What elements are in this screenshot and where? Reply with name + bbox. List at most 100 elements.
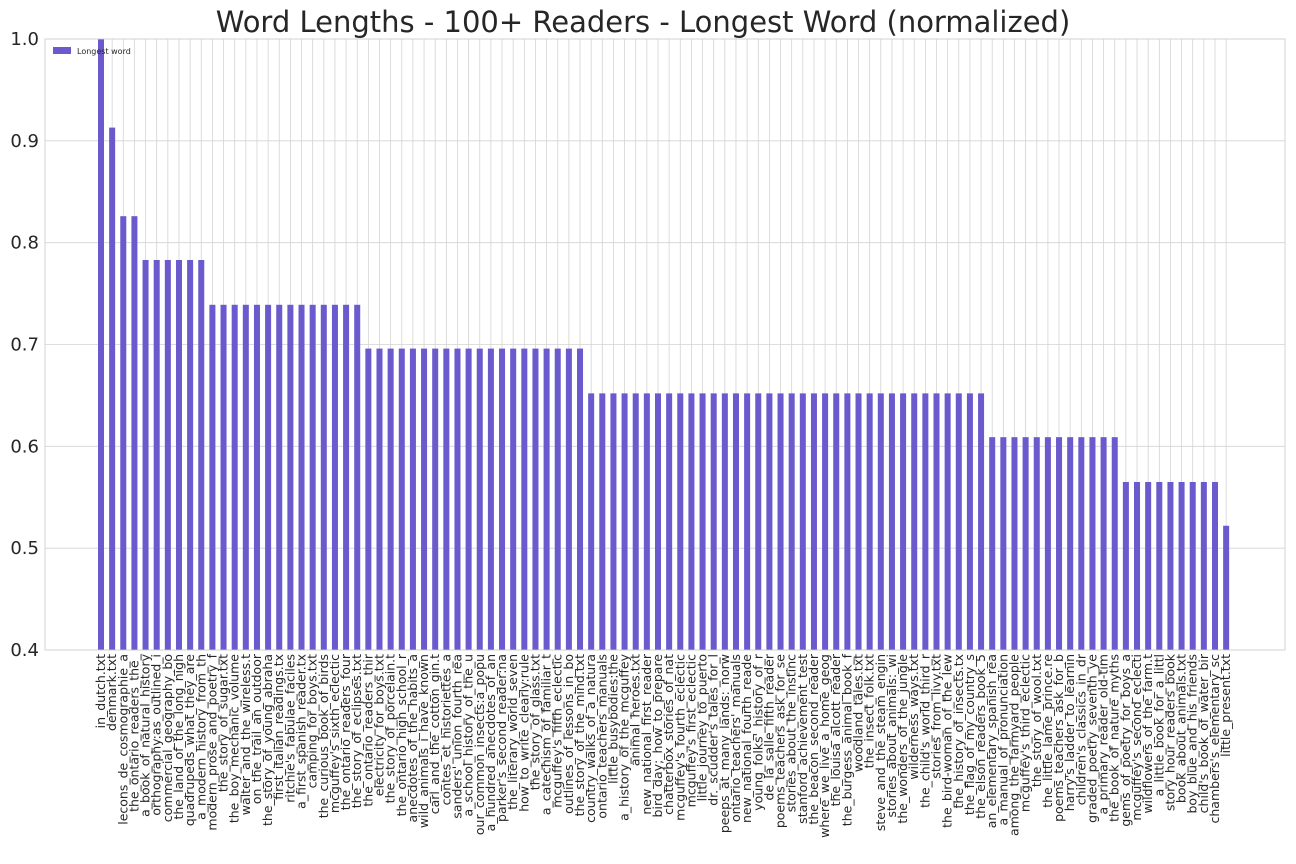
x-tick-label: a_modern_history_from_th — [193, 654, 208, 820]
bar — [1167, 481, 1174, 650]
bar — [866, 393, 873, 650]
x-tick-label: mcguffey's_sixth_eclectic — [327, 654, 342, 813]
bar — [521, 348, 528, 650]
x-tick-label: camping_for_boys.txt — [305, 654, 320, 788]
bar — [265, 304, 272, 650]
x-tick-label: the_bird-woman_of_the_lew — [940, 654, 955, 828]
bar — [510, 348, 517, 650]
bar — [688, 393, 695, 650]
x-tick-label: the_ontario_readers_the_ — [126, 653, 141, 812]
x-tick-label: little_busybodies:the — [605, 654, 620, 784]
x-tick-label: the_insect_folk.txt — [862, 654, 877, 768]
chart-title: Word Lengths - 100+ Readers - Longest Wo… — [216, 5, 1071, 39]
x-tick-label: the_boy_mechanic_volume — [227, 654, 242, 823]
x-tick-label: a_school_history_of_the_u — [461, 654, 476, 816]
bar — [343, 304, 350, 650]
x-tick-label: chatterbox_stories_of_nat — [661, 654, 676, 815]
bar — [1111, 437, 1118, 650]
x-tick-label: on_the_trail_an_outdoor — [249, 653, 264, 804]
bar — [1211, 481, 1219, 650]
bar — [1033, 437, 1040, 650]
bar — [744, 393, 751, 650]
bar — [666, 393, 673, 650]
bar — [710, 393, 717, 650]
x-tick-label: the_land_of_the_long_nigh — [171, 654, 186, 820]
bar — [543, 348, 550, 650]
bar — [331, 304, 338, 650]
x-tick-label: mcguffey's_third_eclectic — [1018, 654, 1033, 812]
bar — [1134, 481, 1141, 650]
x-tick-label: anecdotes_of_the_habits_a — [405, 654, 420, 822]
bar — [1156, 481, 1163, 650]
x-tick-label: stanford_achievement_test — [795, 654, 810, 824]
bar — [409, 348, 416, 650]
bar — [476, 348, 483, 650]
x-tick-label: children's_classics_in_dr — [1073, 653, 1088, 805]
bar — [577, 348, 584, 650]
bar — [276, 304, 283, 650]
x-tick-label: a_hundred_anecdotes_of_an — [483, 654, 498, 831]
bar — [131, 216, 138, 650]
bar — [643, 393, 650, 650]
bar — [398, 348, 405, 650]
bar — [376, 348, 383, 650]
x-tick-label: de_la_salle_fifth_reader — [761, 653, 776, 800]
bar — [810, 393, 817, 650]
bar — [1200, 481, 1207, 650]
x-tick-label: stories_about_the_instinc — [784, 654, 799, 812]
x-tick-label: story_hour_readers_book — [1162, 653, 1177, 811]
bar — [966, 393, 973, 650]
bar — [387, 348, 394, 650]
bar — [109, 127, 116, 651]
legend-label: Longest word — [77, 47, 131, 56]
bar — [755, 393, 762, 650]
bar — [97, 39, 105, 650]
x-tick-label: child's_book_of_water_bir — [1196, 653, 1211, 813]
x-tick-label: the_story_of_glass.txt — [527, 654, 542, 790]
x-tick-label: our_common_insects:a_popu — [472, 654, 487, 835]
bar — [632, 393, 639, 650]
bar — [1223, 525, 1230, 650]
x-tick-label: among_the_farmyard_people — [1006, 654, 1021, 836]
x-tick-label: sanders'_union_fourth_rea — [449, 654, 464, 819]
x-tick-label: modern_prose_and_poetry_f — [204, 653, 219, 830]
bar — [944, 393, 951, 650]
x-tick-label: woodland_tales.txt — [851, 654, 866, 772]
x-tick-label: commercial_geography_bo — [160, 654, 175, 822]
bar — [732, 393, 739, 650]
x-tick-label: poems_teachers_ask_for_se — [773, 654, 788, 828]
x-tick-label: the_ontario_readers_thir — [360, 653, 375, 806]
x-tick-label: harry's_ladder_to_learnin — [1062, 654, 1077, 811]
x-tick-label: where_we_live_a_home_geog — [817, 654, 832, 838]
x-tick-label: the_history_of_insects.tx — [951, 654, 966, 808]
bar — [354, 304, 361, 650]
bar — [699, 393, 706, 650]
bar — [153, 259, 160, 650]
bar — [610, 393, 617, 650]
x-tick-label: new_national_first_reader — [639, 653, 654, 815]
x-tick-label: a_history_of_the_mcguffey — [617, 653, 632, 820]
bar — [175, 259, 182, 650]
x-tick-label: ontario_teachers'_manuals — [728, 654, 743, 822]
y-tick-label: 0.9 — [10, 131, 39, 152]
x-tick-label: little_present.txt — [1218, 654, 1233, 757]
x-tick-label: mcguffey's_second_eclecti — [1129, 654, 1144, 821]
bar — [989, 437, 996, 650]
x-tick-label: book_about_animals.txt — [1174, 654, 1189, 803]
bar — [198, 259, 205, 650]
x-tick-label: the_elson_readers_book_5 — [973, 654, 988, 819]
bar — [1178, 481, 1185, 650]
bar — [877, 393, 884, 650]
x-tick-label: the_story_of_eclipses.txt — [349, 654, 364, 808]
bar — [253, 304, 260, 650]
bar — [1056, 437, 1063, 650]
x-tick-label: electricity_for_boys.txt — [372, 654, 387, 796]
bar — [654, 393, 662, 650]
x-tick-label: in_dutch.txt — [93, 654, 108, 728]
x-tick-label: poems_teachers_ask_for_b — [1051, 654, 1066, 822]
bar — [955, 393, 962, 650]
x-tick-label: stories_from_livy.txt — [929, 654, 944, 779]
bar — [833, 393, 840, 650]
x-tick-label: first_italian_readings.tx — [271, 654, 286, 800]
bar — [599, 393, 606, 650]
